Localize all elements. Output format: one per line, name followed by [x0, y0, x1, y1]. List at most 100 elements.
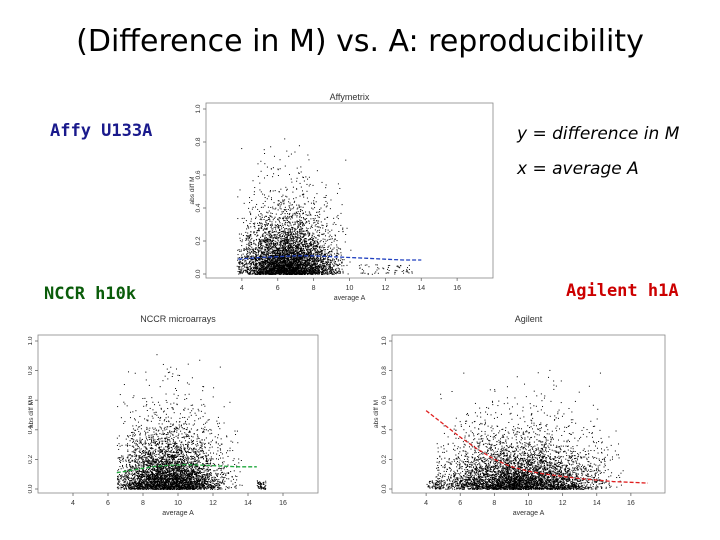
- data-point: [267, 239, 269, 241]
- data-point: [292, 229, 294, 231]
- data-point: [279, 270, 281, 272]
- data-point: [302, 264, 304, 266]
- data-point: [304, 271, 306, 273]
- data-point: [269, 264, 271, 266]
- data-point: [278, 254, 280, 256]
- data-point: [268, 261, 270, 263]
- data-point: [289, 268, 291, 270]
- data-point: [294, 222, 296, 224]
- data-point: [293, 201, 295, 203]
- data-point: [331, 273, 333, 275]
- data-point: [312, 271, 314, 273]
- data-point: [277, 264, 279, 266]
- data-point: [264, 255, 266, 257]
- data-point: [281, 264, 283, 266]
- data-point: [284, 250, 286, 252]
- data-point: [274, 255, 276, 257]
- data-point: [294, 256, 296, 258]
- data-point: [315, 252, 317, 254]
- data-point: [281, 272, 283, 274]
- data-point: [242, 256, 244, 258]
- data-point: [309, 242, 311, 244]
- data-point: [309, 238, 311, 240]
- data-point: [282, 200, 284, 202]
- data-point: [297, 266, 299, 268]
- data-point: [310, 243, 312, 245]
- data-point: [265, 240, 267, 242]
- data-point: [282, 266, 284, 268]
- data-point: [242, 234, 244, 236]
- data-point: [256, 268, 258, 270]
- data-point: [316, 269, 318, 271]
- data-point: [277, 237, 279, 239]
- data-point: [325, 200, 327, 202]
- data-point: [294, 221, 296, 223]
- data-point: [320, 245, 322, 247]
- data-point: [279, 222, 281, 224]
- data-point: [300, 247, 302, 249]
- data-point: [259, 270, 261, 272]
- data-point: [238, 271, 240, 273]
- data-point: [282, 265, 284, 267]
- data-point: [287, 256, 289, 258]
- data-point: [284, 263, 286, 265]
- data-point: [293, 265, 295, 267]
- data-point: [337, 264, 339, 266]
- data-point: [262, 262, 264, 264]
- data-point: [315, 223, 317, 225]
- data-point: [324, 251, 326, 253]
- data-point: [302, 236, 304, 238]
- data-point: [307, 178, 309, 180]
- data-point: [281, 255, 283, 257]
- data-point: [319, 213, 321, 215]
- data-point: [282, 225, 284, 227]
- label-affy: Affy U133A: [50, 121, 153, 141]
- data-point: [297, 257, 299, 259]
- data-point: [281, 272, 283, 274]
- data-point: [322, 273, 324, 275]
- data-point: [267, 206, 269, 208]
- data-point: [334, 238, 336, 240]
- data-point: [288, 245, 290, 247]
- data-point: [276, 235, 278, 237]
- data-point: [272, 167, 274, 169]
- data-point: [247, 266, 249, 268]
- data-point: [275, 263, 277, 265]
- data-point: [317, 252, 319, 254]
- data-point: [287, 270, 289, 272]
- data-point: [316, 251, 318, 253]
- data-point: [285, 262, 287, 264]
- data-point: [322, 257, 324, 259]
- data-point: [295, 240, 297, 242]
- data-point: [318, 220, 320, 222]
- data-point: [260, 255, 262, 257]
- data-point: [330, 270, 332, 272]
- data-point: [266, 254, 268, 256]
- data-point: [290, 262, 292, 264]
- data-point: [279, 217, 281, 219]
- data-point: [260, 170, 262, 172]
- data-point: [263, 227, 265, 229]
- data-point: [260, 245, 262, 247]
- data-point: [288, 259, 290, 261]
- data-point: [275, 266, 277, 268]
- data-point: [286, 189, 288, 191]
- data-point: [277, 218, 279, 220]
- data-point: [266, 174, 268, 176]
- data-point: [291, 252, 293, 254]
- data-point: [309, 270, 311, 272]
- data-point: [305, 245, 307, 247]
- data-point: [300, 266, 302, 268]
- data-point: [295, 250, 297, 252]
- data-point: [282, 258, 284, 260]
- data-point: [296, 214, 298, 216]
- data-point: [311, 269, 313, 271]
- data-point: [260, 267, 262, 269]
- data-point: [309, 254, 311, 256]
- data-point: [285, 232, 287, 234]
- data-point: [309, 272, 311, 274]
- data-point: [319, 265, 321, 267]
- data-point: [276, 260, 278, 262]
- data-point: [290, 261, 292, 263]
- data-point: [251, 208, 253, 210]
